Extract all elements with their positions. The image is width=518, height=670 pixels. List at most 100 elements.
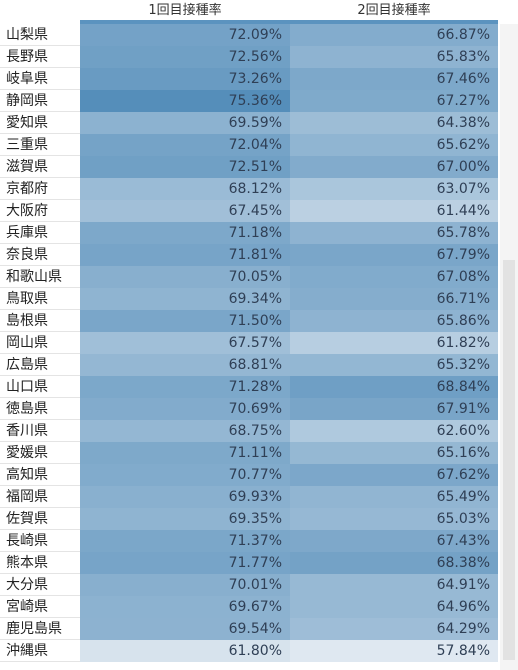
cell-dose2[interactable]: 67.27%	[290, 90, 498, 112]
row-label-prefecture[interactable]: 宮崎県	[6, 599, 48, 615]
cell-dose1[interactable]: 69.59%	[80, 112, 290, 134]
row-label-prefecture[interactable]: 長野県	[6, 49, 48, 65]
cell-dose1[interactable]: 69.54%	[80, 618, 290, 640]
row-label-prefecture[interactable]: 奈良県	[6, 247, 48, 263]
cell-dose1[interactable]: 71.50%	[80, 310, 290, 332]
row-label-prefecture[interactable]: 長崎県	[6, 533, 48, 549]
row-label-prefecture[interactable]: 福岡県	[6, 489, 48, 505]
row-divider	[0, 111, 80, 112]
cell-dose1[interactable]: 72.04%	[80, 134, 290, 156]
cell-dose1[interactable]: 67.45%	[80, 200, 290, 222]
cell-dose1[interactable]: 68.75%	[80, 420, 290, 442]
row-label-prefecture[interactable]: 静岡県	[6, 93, 48, 109]
row-label-prefecture[interactable]: 山口県	[6, 379, 48, 395]
cell-dose2[interactable]: 64.96%	[290, 596, 498, 618]
cell-dose1[interactable]: 68.81%	[80, 354, 290, 376]
scrollbar-thumb[interactable]	[503, 260, 515, 660]
row-divider	[0, 221, 80, 222]
cell-dose1[interactable]: 75.36%	[80, 90, 290, 112]
row-label-prefecture[interactable]: 愛知県	[6, 115, 48, 131]
cell-dose1[interactable]: 71.77%	[80, 552, 290, 574]
cell-dose2[interactable]: 68.84%	[290, 376, 498, 398]
row-divider	[0, 441, 80, 442]
cell-dose1[interactable]: 69.67%	[80, 596, 290, 618]
cell-dose2[interactable]: 61.44%	[290, 200, 498, 222]
cell-dose1[interactable]: 70.01%	[80, 574, 290, 596]
row-label-prefecture[interactable]: 島根県	[6, 313, 48, 329]
cell-dose2[interactable]: 65.16%	[290, 442, 498, 464]
cell-dose1[interactable]: 71.81%	[80, 244, 290, 266]
cell-dose1[interactable]: 68.12%	[80, 178, 290, 200]
row-divider	[0, 551, 80, 552]
cell-dose1[interactable]: 70.77%	[80, 464, 290, 486]
row-label-prefecture[interactable]: 沖縄県	[6, 643, 48, 659]
row-label-prefecture[interactable]: 香川県	[6, 423, 48, 439]
cell-dose2[interactable]: 64.38%	[290, 112, 498, 134]
cell-dose2[interactable]: 63.07%	[290, 178, 498, 200]
row-label-prefecture[interactable]: 徳島県	[6, 401, 48, 417]
cell-dose2[interactable]: 67.43%	[290, 530, 498, 552]
cell-dose1[interactable]: 72.09%	[80, 24, 290, 46]
cell-dose1[interactable]: 72.51%	[80, 156, 290, 178]
cell-dose2[interactable]: 68.38%	[290, 552, 498, 574]
cell-dose2[interactable]: 65.62%	[290, 134, 498, 156]
cell-dose2[interactable]: 65.86%	[290, 310, 498, 332]
cell-dose1[interactable]: 73.26%	[80, 68, 290, 90]
row-label-prefecture[interactable]: 鳥取県	[6, 291, 48, 307]
row-label-prefecture[interactable]: 和歌山県	[6, 269, 62, 285]
row-label-prefecture[interactable]: 高知県	[6, 467, 48, 483]
cell-dose2[interactable]: 67.79%	[290, 244, 498, 266]
cell-dose1[interactable]: 70.05%	[80, 266, 290, 288]
cell-dose2[interactable]: 61.82%	[290, 332, 498, 354]
cell-dose1[interactable]: 69.34%	[80, 288, 290, 310]
cell-dose2[interactable]: 66.87%	[290, 24, 498, 46]
row-label-prefecture[interactable]: 京都府	[6, 181, 48, 197]
cell-dose2[interactable]: 67.91%	[290, 398, 498, 420]
row-label-prefecture[interactable]: 山梨県	[6, 27, 48, 43]
row-label-prefecture[interactable]: 滋賀県	[6, 159, 48, 175]
row-divider	[0, 661, 80, 662]
cell-dose2[interactable]: 65.03%	[290, 508, 498, 530]
cell-dose2[interactable]: 65.32%	[290, 354, 498, 376]
row-label-prefecture[interactable]: 兵庫県	[6, 225, 48, 241]
row-label-prefecture[interactable]: 鹿児島県	[6, 621, 62, 637]
cell-dose2[interactable]: 67.00%	[290, 156, 498, 178]
row-divider	[0, 397, 80, 398]
row-label-prefecture[interactable]: 大分県	[6, 577, 48, 593]
cell-dose1[interactable]: 61.80%	[80, 640, 290, 662]
row-divider	[0, 419, 80, 420]
row-label-prefecture[interactable]: 三重県	[6, 137, 48, 153]
cell-dose1[interactable]: 71.37%	[80, 530, 290, 552]
cell-dose2[interactable]: 67.46%	[290, 68, 498, 90]
cell-dose2[interactable]: 57.84%	[290, 640, 498, 662]
cell-dose2[interactable]: 66.71%	[290, 288, 498, 310]
cell-dose2[interactable]: 64.29%	[290, 618, 498, 640]
row-label-prefecture[interactable]: 佐賀県	[6, 511, 48, 527]
cell-dose1[interactable]: 71.11%	[80, 442, 290, 464]
column-header-dose2[interactable]: 2回目接種率	[357, 3, 431, 18]
cell-dose1[interactable]: 69.35%	[80, 508, 290, 530]
cell-dose1[interactable]: 72.56%	[80, 46, 290, 68]
row-divider	[0, 595, 80, 596]
row-label-prefecture[interactable]: 大阪府	[6, 203, 48, 219]
row-label-prefecture[interactable]: 愛媛県	[6, 445, 48, 461]
row-label-prefecture[interactable]: 岐阜県	[6, 71, 48, 87]
cell-dose1[interactable]: 71.18%	[80, 222, 290, 244]
row-label-prefecture[interactable]: 岡山県	[6, 335, 48, 351]
cell-dose1[interactable]: 71.28%	[80, 376, 290, 398]
cell-dose1[interactable]: 67.57%	[80, 332, 290, 354]
row-divider	[0, 639, 80, 640]
row-label-prefecture[interactable]: 熊本県	[6, 555, 48, 571]
cell-dose2[interactable]: 65.49%	[290, 486, 498, 508]
cell-dose2[interactable]: 64.91%	[290, 574, 498, 596]
cell-dose1[interactable]: 69.93%	[80, 486, 290, 508]
row-divider	[0, 67, 80, 68]
cell-dose2[interactable]: 67.62%	[290, 464, 498, 486]
cell-dose2[interactable]: 65.78%	[290, 222, 498, 244]
cell-dose2[interactable]: 65.83%	[290, 46, 498, 68]
cell-dose1[interactable]: 70.69%	[80, 398, 290, 420]
row-label-prefecture[interactable]: 広島県	[6, 357, 48, 373]
cell-dose2[interactable]: 62.60%	[290, 420, 498, 442]
cell-dose2[interactable]: 67.08%	[290, 266, 498, 288]
column-header-dose1[interactable]: 1回目接種率	[148, 3, 222, 18]
